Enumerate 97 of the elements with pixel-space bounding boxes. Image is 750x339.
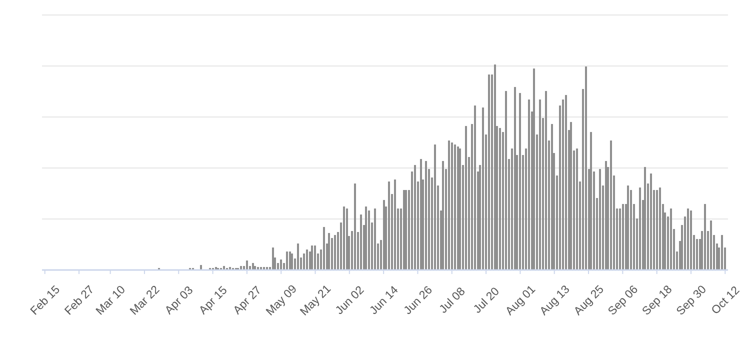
x-tick-label: Jun 02 [334, 284, 367, 318]
bar [286, 251, 288, 270]
bar [414, 165, 416, 270]
bar [405, 190, 407, 270]
bar [374, 208, 376, 270]
bar [311, 245, 313, 270]
bar [383, 200, 385, 270]
bar [576, 148, 578, 270]
bar [690, 210, 692, 270]
x-tick-label: Aug 25 [572, 284, 606, 318]
bar [403, 190, 405, 270]
bar [451, 142, 453, 270]
bar [434, 144, 436, 270]
bar [644, 167, 646, 270]
x-tick-label: May 09 [264, 283, 300, 318]
bar [704, 204, 706, 270]
bar [514, 86, 516, 270]
bar [488, 74, 490, 270]
bar [425, 161, 427, 270]
x-tick-label: Apr 15 [197, 284, 230, 317]
bar [619, 208, 621, 270]
bar [570, 122, 572, 270]
x-tick-label: Feb 27 [62, 284, 97, 318]
bar [328, 232, 330, 270]
x-tick-label: Jul 20 [472, 286, 502, 316]
bar [545, 91, 547, 270]
bar [442, 161, 444, 270]
x-tick-label: Aug 13 [538, 284, 572, 318]
bar [365, 206, 367, 270]
bar [465, 126, 467, 270]
bar [346, 208, 348, 270]
bar [590, 132, 592, 270]
bar [246, 260, 248, 270]
bar [650, 173, 652, 270]
bar [627, 186, 629, 270]
bar [639, 188, 641, 270]
x-tick-label: Apr 27 [231, 284, 264, 317]
x-tick-label: Jul 08 [438, 286, 468, 316]
bar [368, 210, 370, 270]
bar [291, 254, 293, 270]
x-tick-label: Feb 15 [28, 284, 62, 318]
bar [505, 91, 507, 270]
bar [659, 188, 661, 270]
x-tick-label: Apr 03 [163, 284, 196, 317]
bar [610, 140, 612, 270]
x-tick-label: Aug 01 [504, 284, 538, 318]
bar [605, 161, 607, 270]
bar [323, 226, 325, 270]
bar [420, 158, 422, 270]
bar [499, 128, 501, 270]
x-tick-label: Mar 10 [94, 284, 128, 318]
bar [696, 239, 698, 270]
bar [306, 249, 308, 270]
bar [303, 254, 305, 270]
bar [394, 180, 396, 270]
bar [528, 99, 530, 270]
x-tick-label: Mar 22 [128, 284, 162, 318]
bar [360, 214, 362, 270]
x-tick-label: May 21 [298, 283, 334, 318]
bar [354, 184, 356, 270]
bar [448, 140, 450, 270]
bar [474, 105, 476, 270]
bar [388, 182, 390, 270]
bar [519, 93, 521, 270]
bar [565, 95, 567, 270]
bar [454, 144, 456, 270]
bar [297, 243, 299, 270]
bar [539, 99, 541, 270]
bar [656, 190, 658, 270]
bar [457, 146, 459, 270]
bar [670, 208, 672, 270]
x-tick-label: Sep 30 [674, 284, 709, 318]
bar [630, 190, 632, 270]
bar [252, 262, 254, 270]
bar [710, 220, 712, 270]
bar [280, 260, 282, 270]
x-tick-label: Oct 12 [710, 284, 742, 317]
bar [533, 68, 535, 270]
bar [334, 235, 336, 270]
bar [289, 251, 291, 270]
x-tick-label: Sep 06 [606, 284, 641, 318]
bar [562, 99, 564, 270]
bar [343, 206, 345, 270]
bar [482, 108, 484, 270]
bar [459, 148, 461, 270]
bar [599, 169, 601, 270]
bar [494, 64, 496, 270]
bar [551, 124, 553, 270]
x-tick-label: Jun 26 [402, 284, 435, 318]
bar [314, 245, 316, 270]
bar [721, 235, 723, 270]
bar [272, 247, 274, 270]
x-tick-label: Jun 14 [368, 284, 402, 318]
bar [687, 208, 689, 270]
bar [622, 204, 624, 270]
x-tick-label: Sep 18 [640, 284, 675, 318]
bar [585, 66, 587, 270]
